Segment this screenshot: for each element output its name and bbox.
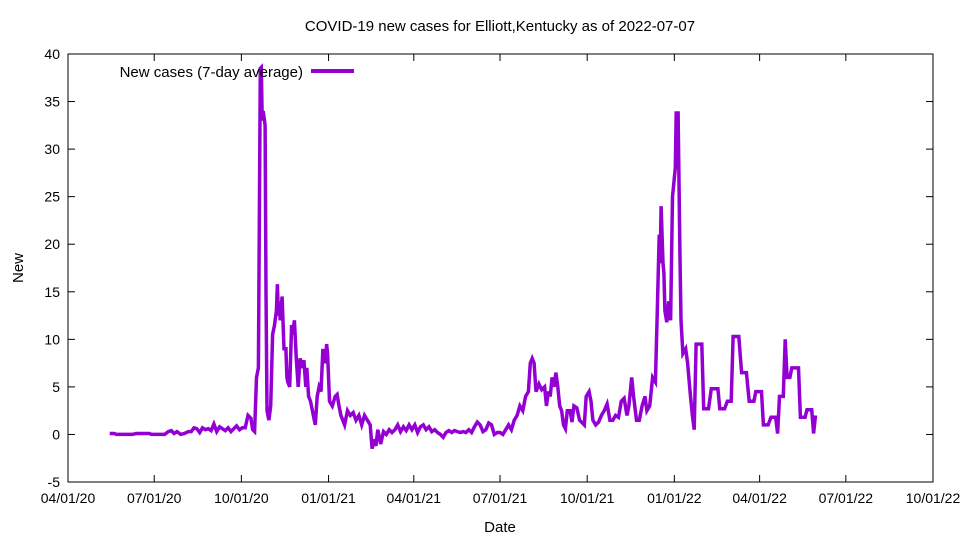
x-axis: 04/01/20 07/01/20 10/01/20 01/01/21 04/01/21… bbox=[41, 54, 960, 506]
legend: New cases (7-day average) bbox=[120, 64, 354, 81]
y-axis: -5 0 5 10 15 20 25 30 35 40 bbox=[44, 46, 933, 490]
x-tick-label: 07/01/20 bbox=[127, 490, 182, 506]
chart-title: COVID-19 new cases for Elliott,Kentucky … bbox=[305, 18, 695, 35]
y-tick-label: 10 bbox=[44, 331, 60, 347]
x-tick-label: 10/01/20 bbox=[214, 490, 269, 506]
y-tick-label: 30 bbox=[44, 141, 60, 157]
x-axis-label: Date bbox=[484, 519, 516, 536]
y-tick-label: 20 bbox=[44, 236, 60, 252]
y-tick-label: 40 bbox=[44, 46, 60, 62]
x-tick-label: 10/01/22 bbox=[906, 490, 960, 506]
x-tick-label: 04/01/21 bbox=[387, 490, 442, 506]
series-line bbox=[109, 63, 818, 450]
y-tick-label: -5 bbox=[48, 474, 61, 490]
x-tick-label: 01/01/22 bbox=[647, 490, 702, 506]
x-tick-label: 07/01/22 bbox=[819, 490, 874, 506]
x-tick-label: 07/01/21 bbox=[473, 490, 528, 506]
y-tick-label: 35 bbox=[44, 94, 60, 110]
x-tick-label: 04/01/20 bbox=[41, 490, 96, 506]
legend-label: New cases (7-day average) bbox=[120, 64, 303, 81]
y-tick-label: 25 bbox=[44, 189, 60, 205]
x-tick-label: 01/01/21 bbox=[301, 490, 356, 506]
plot-frame bbox=[67, 53, 934, 483]
y-tick-label: 5 bbox=[52, 379, 60, 395]
series-group bbox=[109, 63, 818, 450]
y-axis-label: New bbox=[10, 253, 27, 283]
x-tick-label: 04/01/22 bbox=[732, 490, 787, 506]
y-tick-label: 15 bbox=[44, 284, 60, 300]
x-tick-label: 10/01/21 bbox=[560, 490, 615, 506]
y-tick-label: 0 bbox=[52, 426, 60, 442]
